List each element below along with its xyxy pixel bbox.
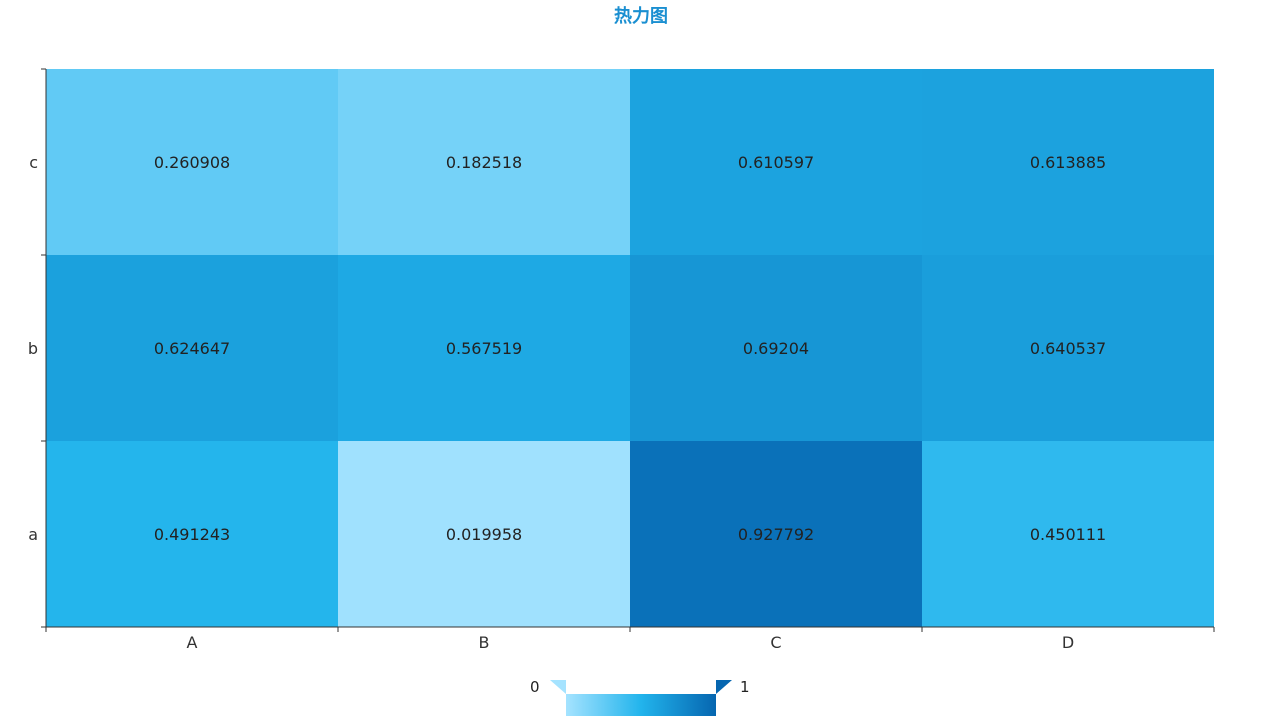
heatmap-cell-D-a[interactable] <box>922 441 1214 627</box>
heatmap-cell-labels: 0.491243 0.019958 0.927792 0.450111 0.624647… <box>154 153 1106 544</box>
y-tick-label-a: a <box>28 525 38 544</box>
cell-value-label: 0.610597 <box>738 153 814 172</box>
legend-max-label: 1 <box>740 678 750 696</box>
y-tick-label-b: b <box>28 339 38 358</box>
cell-value-label: 0.260908 <box>154 153 230 172</box>
heatmap-cell-A-c[interactable] <box>46 69 338 255</box>
visual-map-legend[interactable]: 0 1 <box>0 672 1282 720</box>
heatmap-cell-B-c[interactable] <box>338 69 630 255</box>
heatmap-cell-B-b[interactable] <box>338 255 630 441</box>
heatmap-cell-C-a[interactable] <box>630 441 922 627</box>
heatmap-cell-A-b[interactable] <box>46 255 338 441</box>
x-tick-label-A: A <box>187 633 198 652</box>
heatmap-cell-D-b[interactable] <box>922 255 1214 441</box>
heatmap-cells <box>46 69 1214 627</box>
cell-value-label: 0.624647 <box>154 339 230 358</box>
cell-value-label: 0.491243 <box>154 525 230 544</box>
x-tick-label-C: C <box>770 633 781 652</box>
heatmap-cell-B-a[interactable] <box>338 441 630 627</box>
heatmap-cell-C-b[interactable] <box>630 255 922 441</box>
y-tick-label-c: c <box>29 153 38 172</box>
cell-value-label: 0.640537 <box>1030 339 1106 358</box>
cell-value-label: 0.450111 <box>1030 525 1106 544</box>
legend-gradient-bar[interactable] <box>566 694 716 716</box>
legend-min-handle[interactable] <box>550 680 566 694</box>
cell-value-label: 0.69204 <box>743 339 809 358</box>
heatmap-cell-C-c[interactable] <box>630 69 922 255</box>
cell-value-label: 0.927792 <box>738 525 814 544</box>
cell-value-label: 0.613885 <box>1030 153 1106 172</box>
cell-value-label: 0.019958 <box>446 525 522 544</box>
legend-max-handle[interactable] <box>716 680 732 694</box>
cell-value-label: 0.182518 <box>446 153 522 172</box>
heatmap-cell-A-a[interactable] <box>46 441 338 627</box>
cell-value-label: 0.567519 <box>446 339 522 358</box>
x-tick-label-B: B <box>479 633 490 652</box>
legend-min-label: 0 <box>530 678 540 696</box>
chart-title: 热力图 <box>614 6 668 27</box>
legend-gradient <box>550 680 732 716</box>
x-tick-label-D: D <box>1062 633 1074 652</box>
heatmap-cell-D-c[interactable] <box>922 69 1214 255</box>
heatmap-chart: 0.491243 0.019958 0.927792 0.450111 0.624647… <box>28 68 1215 652</box>
heatmap-axes: a b c A B C D <box>28 68 1215 652</box>
